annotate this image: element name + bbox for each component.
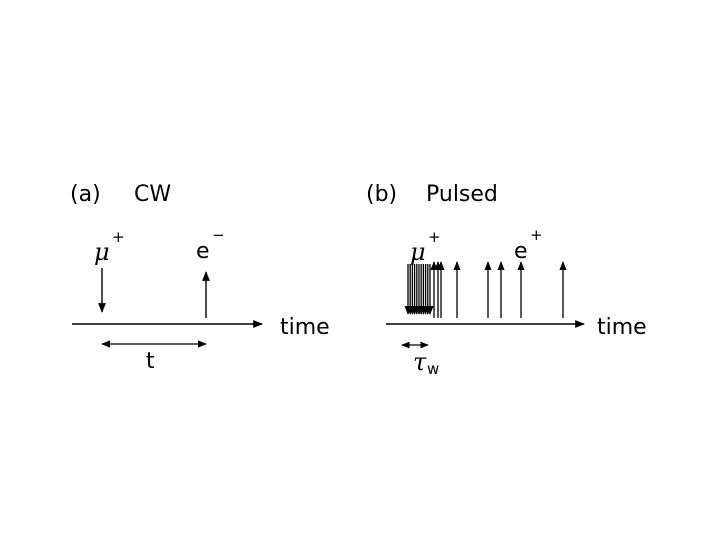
panel-a-cw: (a) CW μ + e − time t	[70, 182, 330, 374]
pulse-width-subscript: w	[427, 360, 439, 378]
pulse-width-symbol: τ	[413, 348, 427, 376]
positron-charge: +	[530, 226, 543, 244]
panel-a-label: (a)	[70, 182, 101, 207]
electron-charge: −	[212, 226, 225, 244]
time-axis-label-a: time	[280, 315, 330, 340]
muon-symbol-a: μ	[94, 238, 110, 266]
panel-b-label: (b)	[366, 182, 397, 207]
muon-symbol-b: μ	[410, 238, 426, 266]
positron-symbol: e	[514, 239, 528, 264]
positron-emission-arrows	[430, 261, 567, 318]
panel-b-pulsed: (b) Pulsed μ + e + time τ w	[366, 182, 647, 378]
panel-b-title: Pulsed	[426, 182, 498, 207]
time-axis-label-b: time	[597, 315, 647, 340]
panel-a-title: CW	[134, 182, 171, 207]
muon-charge-b: +	[428, 228, 441, 246]
interval-label: t	[146, 349, 155, 374]
muon-pulse-arrows	[404, 264, 434, 315]
electron-symbol: e	[196, 239, 210, 264]
muon-charge-a: +	[112, 228, 125, 246]
